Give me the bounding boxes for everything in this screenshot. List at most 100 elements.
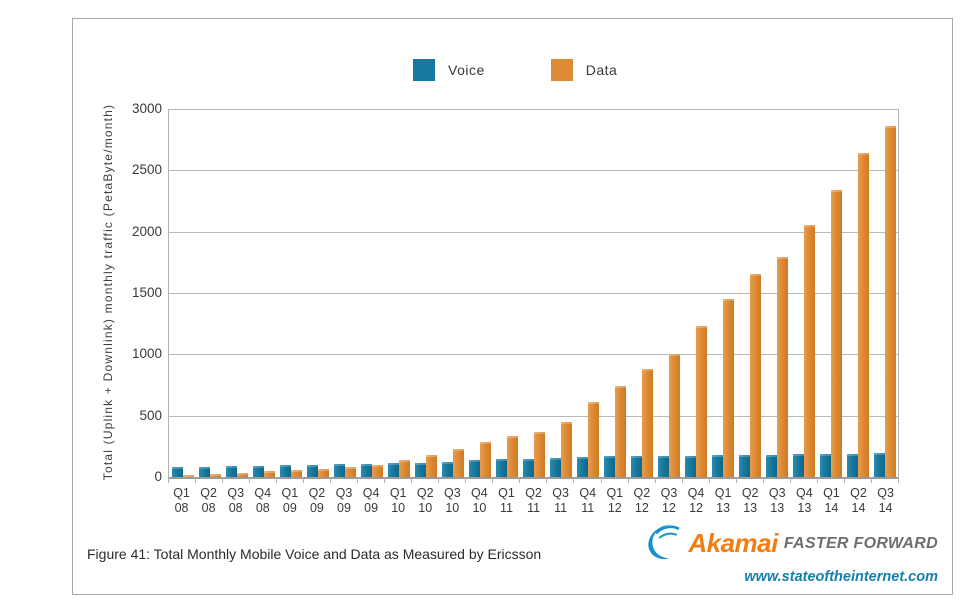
x-tickmark <box>195 477 222 483</box>
x-label-Q1-09: Q1 09 <box>281 486 299 515</box>
voice-bar-Q2-08 <box>198 467 210 477</box>
data-bar-Q4-08 <box>263 471 275 477</box>
x-tickmark <box>681 477 709 483</box>
x-label-Q3-13: Q3 13 <box>768 486 786 515</box>
bar-group-Q4-09 <box>358 109 385 477</box>
x-tickmark <box>276 477 303 483</box>
x-label-Q4-11: Q4 11 <box>579 486 597 515</box>
x-label-Q2-13: Q2 13 <box>741 486 759 515</box>
x-label-Q3-09: Q3 09 <box>335 486 353 515</box>
voice-bar-Q1-11 <box>495 459 507 477</box>
voice-bar-Q3-12 <box>657 456 669 477</box>
voice-bar-Q3-11 <box>549 458 561 477</box>
legend-item-data: Data <box>550 59 618 81</box>
x-tickmark <box>600 477 628 483</box>
voice-bar-Q2-11 <box>522 459 534 477</box>
x-tickmark <box>843 477 871 483</box>
bar-group-Q3-12 <box>655 109 682 477</box>
gridline-2000 <box>169 232 898 233</box>
voice-bar-Q2-13 <box>738 455 750 477</box>
voice-bar-Q3-13 <box>765 455 777 477</box>
x-tickmark <box>870 477 899 483</box>
x-tickmark <box>168 477 195 483</box>
x-label-Q1-11: Q1 11 <box>498 486 515 515</box>
data-bar-Q3-08 <box>236 473 248 477</box>
x-label-Q1-08: Q1 08 <box>173 486 190 515</box>
bar-group-Q4-10 <box>466 109 493 477</box>
x-tickmark <box>357 477 384 483</box>
x-tickmark <box>465 477 492 483</box>
data-bar-Q3-11 <box>560 422 572 477</box>
voice-bar-Q4-13 <box>792 454 804 477</box>
x-tickmark <box>303 477 330 483</box>
bar-group-Q2-10 <box>412 109 439 477</box>
y-tick-label-1000: 1000 <box>131 346 162 361</box>
data-bar-Q1-12 <box>614 386 626 477</box>
x-axis-tickmarks <box>168 477 899 483</box>
data-bar-Q1-13 <box>722 299 734 477</box>
x-label-Q3-10: Q3 10 <box>443 486 461 515</box>
data-bar-Q2-11 <box>533 432 545 477</box>
voice-bar-Q2-09 <box>306 465 318 477</box>
data-bar-Q3-10 <box>452 449 464 477</box>
x-label-Q2-09: Q2 09 <box>308 486 326 515</box>
bar-group-Q4-11 <box>574 109 601 477</box>
stateoftheinternet-link[interactable]: www.stateoftheinternet.com <box>744 569 938 585</box>
data-bar-Q3-12 <box>668 354 680 477</box>
x-tickmark <box>384 477 411 483</box>
bar-group-Q2-09 <box>304 109 331 477</box>
x-tickmark <box>735 477 763 483</box>
x-label-Q3-14: Q3 14 <box>877 486 894 515</box>
data-bar-Q1-11 <box>506 436 518 477</box>
chart-legend: Voice Data <box>413 59 617 81</box>
x-axis-labels: Q1 08 Q2 08 Q3 08 Q4 08 Q1 09 Q2 09 Q3 09 Q4 09 Q1 10 Q2 10… <box>168 486 899 516</box>
bar-group-Q3-09 <box>331 109 358 477</box>
x-tickmark <box>789 477 817 483</box>
x-label-Q3-12: Q3 12 <box>660 486 678 515</box>
data-bar-Q3-14 <box>884 126 896 477</box>
x-tickmark <box>627 477 655 483</box>
bar-group-Q1-12 <box>601 109 628 477</box>
bar-group-Q2-12 <box>628 109 655 477</box>
bar-group-Q3-14 <box>871 109 898 477</box>
x-label-Q3-08: Q3 08 <box>227 486 245 515</box>
akamai-logo-text: Akamai <box>688 528 778 558</box>
voice-bar-Q3-09 <box>333 464 345 477</box>
akamai-wave-icon <box>644 520 682 567</box>
legend-item-voice: Voice <box>413 59 485 81</box>
data-bar-Q1-08 <box>182 475 194 477</box>
data-bar-Q2-09 <box>317 469 329 477</box>
voice-bar-Q2-10 <box>414 463 426 477</box>
voice-bar-Q3-14 <box>873 453 885 477</box>
legend-label-data: Data <box>585 62 618 78</box>
x-label-Q2-11: Q2 11 <box>525 486 542 515</box>
bar-group-Q1-10 <box>385 109 412 477</box>
y-tick-label-2500: 2500 <box>131 162 162 177</box>
bar-group-Q1-13 <box>709 109 736 477</box>
x-tickmark <box>492 477 519 483</box>
bar-group-Q2-11 <box>520 109 547 477</box>
voice-bar-Q4-08 <box>252 466 264 477</box>
voice-bar-Q1-12 <box>603 456 615 477</box>
voice-swatch <box>413 59 435 81</box>
voice-bar-Q1-09 <box>279 465 291 477</box>
x-label-Q3-11: Q3 11 <box>552 486 569 515</box>
x-tickmark <box>411 477 438 483</box>
figure-frame: Voice Data Total (Uplink + Downlink) mon… <box>72 18 953 595</box>
data-bar-Q2-12 <box>641 369 653 477</box>
x-label-Q4-10: Q4 10 <box>471 486 488 515</box>
gridline-1000 <box>169 354 898 355</box>
bar-group-Q4-12 <box>682 109 709 477</box>
data-bar-Q2-08 <box>209 474 221 477</box>
x-tickmark <box>330 477 357 483</box>
bar-group-Q3-10 <box>439 109 466 477</box>
x-tickmark <box>222 477 249 483</box>
bar-group-Q3-08 <box>223 109 250 477</box>
voice-bar-Q1-10 <box>387 463 399 477</box>
data-swatch <box>550 59 573 81</box>
x-label-Q2-08: Q2 08 <box>200 486 217 515</box>
x-tickmark <box>519 477 546 483</box>
data-bar-Q2-10 <box>425 455 437 477</box>
data-bar-Q3-09 <box>344 467 356 477</box>
bar-group-Q2-08 <box>196 109 223 477</box>
